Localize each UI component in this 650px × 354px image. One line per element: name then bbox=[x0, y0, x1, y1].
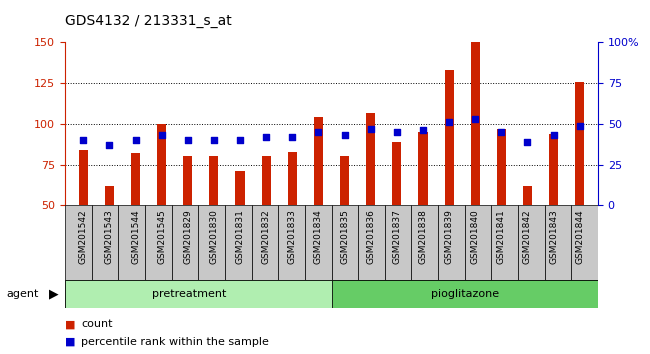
Bar bbox=[209, 156, 218, 205]
Text: count: count bbox=[81, 319, 112, 329]
Bar bbox=[438, 205, 465, 280]
Text: GDS4132 / 213331_s_at: GDS4132 / 213331_s_at bbox=[65, 14, 232, 28]
Bar bbox=[278, 205, 305, 280]
Bar bbox=[340, 156, 349, 205]
Text: GSM201842: GSM201842 bbox=[523, 209, 532, 264]
Text: GSM201833: GSM201833 bbox=[288, 209, 297, 264]
Bar bbox=[332, 280, 598, 308]
Point bbox=[575, 123, 585, 129]
Point bbox=[522, 139, 532, 145]
Point bbox=[131, 137, 141, 143]
Text: GSM201830: GSM201830 bbox=[209, 209, 218, 264]
Point bbox=[104, 142, 114, 148]
Text: GSM201543: GSM201543 bbox=[105, 209, 114, 264]
Text: ■: ■ bbox=[65, 337, 75, 347]
Point bbox=[444, 119, 454, 125]
Point bbox=[470, 116, 480, 122]
Bar bbox=[252, 205, 278, 280]
Text: GSM201544: GSM201544 bbox=[131, 209, 140, 264]
Point bbox=[287, 134, 298, 140]
Bar bbox=[358, 205, 385, 280]
Point bbox=[183, 137, 193, 143]
Bar bbox=[118, 205, 145, 280]
Bar bbox=[305, 205, 332, 280]
Point bbox=[365, 126, 376, 132]
Bar bbox=[225, 205, 252, 280]
Bar bbox=[172, 205, 198, 280]
Point bbox=[235, 137, 245, 143]
Point bbox=[313, 129, 324, 135]
Point bbox=[261, 134, 272, 140]
Point bbox=[418, 127, 428, 133]
Bar bbox=[366, 113, 375, 205]
Text: GSM201837: GSM201837 bbox=[393, 209, 401, 264]
Bar bbox=[92, 205, 118, 280]
Text: GSM201834: GSM201834 bbox=[314, 209, 323, 264]
Bar bbox=[545, 205, 571, 280]
Text: percentile rank within the sample: percentile rank within the sample bbox=[81, 337, 269, 347]
Text: GSM201545: GSM201545 bbox=[157, 209, 166, 264]
Point bbox=[496, 129, 506, 135]
Bar bbox=[571, 205, 598, 280]
Bar bbox=[261, 156, 271, 205]
Bar bbox=[198, 205, 225, 280]
Bar bbox=[411, 205, 438, 280]
Text: GSM201542: GSM201542 bbox=[79, 209, 88, 264]
Point bbox=[339, 132, 350, 138]
Text: GSM201843: GSM201843 bbox=[549, 209, 558, 264]
Bar bbox=[332, 205, 358, 280]
Bar bbox=[145, 205, 172, 280]
Text: GSM201844: GSM201844 bbox=[575, 209, 584, 264]
Bar bbox=[288, 152, 297, 205]
Bar bbox=[419, 132, 428, 205]
Text: pioglitazone: pioglitazone bbox=[431, 289, 499, 299]
Bar bbox=[523, 186, 532, 205]
Bar bbox=[471, 41, 480, 205]
Point bbox=[209, 137, 219, 143]
Bar bbox=[65, 205, 92, 280]
Text: ▶: ▶ bbox=[49, 287, 58, 300]
Bar bbox=[392, 142, 402, 205]
Bar bbox=[497, 129, 506, 205]
Bar bbox=[131, 153, 140, 205]
Bar bbox=[105, 186, 114, 205]
Point bbox=[157, 132, 167, 138]
Bar bbox=[183, 156, 192, 205]
Text: GSM201829: GSM201829 bbox=[183, 209, 192, 264]
Point bbox=[78, 137, 88, 143]
Text: GSM201840: GSM201840 bbox=[471, 209, 480, 264]
Text: GSM201839: GSM201839 bbox=[445, 209, 454, 264]
Text: GSM201841: GSM201841 bbox=[497, 209, 506, 264]
Text: GSM201835: GSM201835 bbox=[340, 209, 349, 264]
Bar bbox=[491, 205, 518, 280]
Bar bbox=[445, 70, 454, 205]
Bar bbox=[79, 150, 88, 205]
Text: ■: ■ bbox=[65, 319, 75, 329]
Bar bbox=[575, 81, 584, 205]
Bar bbox=[385, 205, 411, 280]
Text: GSM201832: GSM201832 bbox=[262, 209, 270, 264]
Bar bbox=[65, 280, 332, 308]
Point bbox=[549, 132, 559, 138]
Bar bbox=[157, 124, 166, 205]
Point bbox=[391, 129, 402, 135]
Bar bbox=[235, 171, 244, 205]
Bar bbox=[518, 205, 545, 280]
Bar bbox=[549, 134, 558, 205]
Text: GSM201836: GSM201836 bbox=[366, 209, 375, 264]
Text: agent: agent bbox=[6, 289, 39, 299]
Bar bbox=[314, 118, 323, 205]
Text: GSM201838: GSM201838 bbox=[419, 209, 428, 264]
Bar bbox=[465, 205, 491, 280]
Text: pretreatment: pretreatment bbox=[152, 289, 226, 299]
Text: GSM201831: GSM201831 bbox=[235, 209, 244, 264]
